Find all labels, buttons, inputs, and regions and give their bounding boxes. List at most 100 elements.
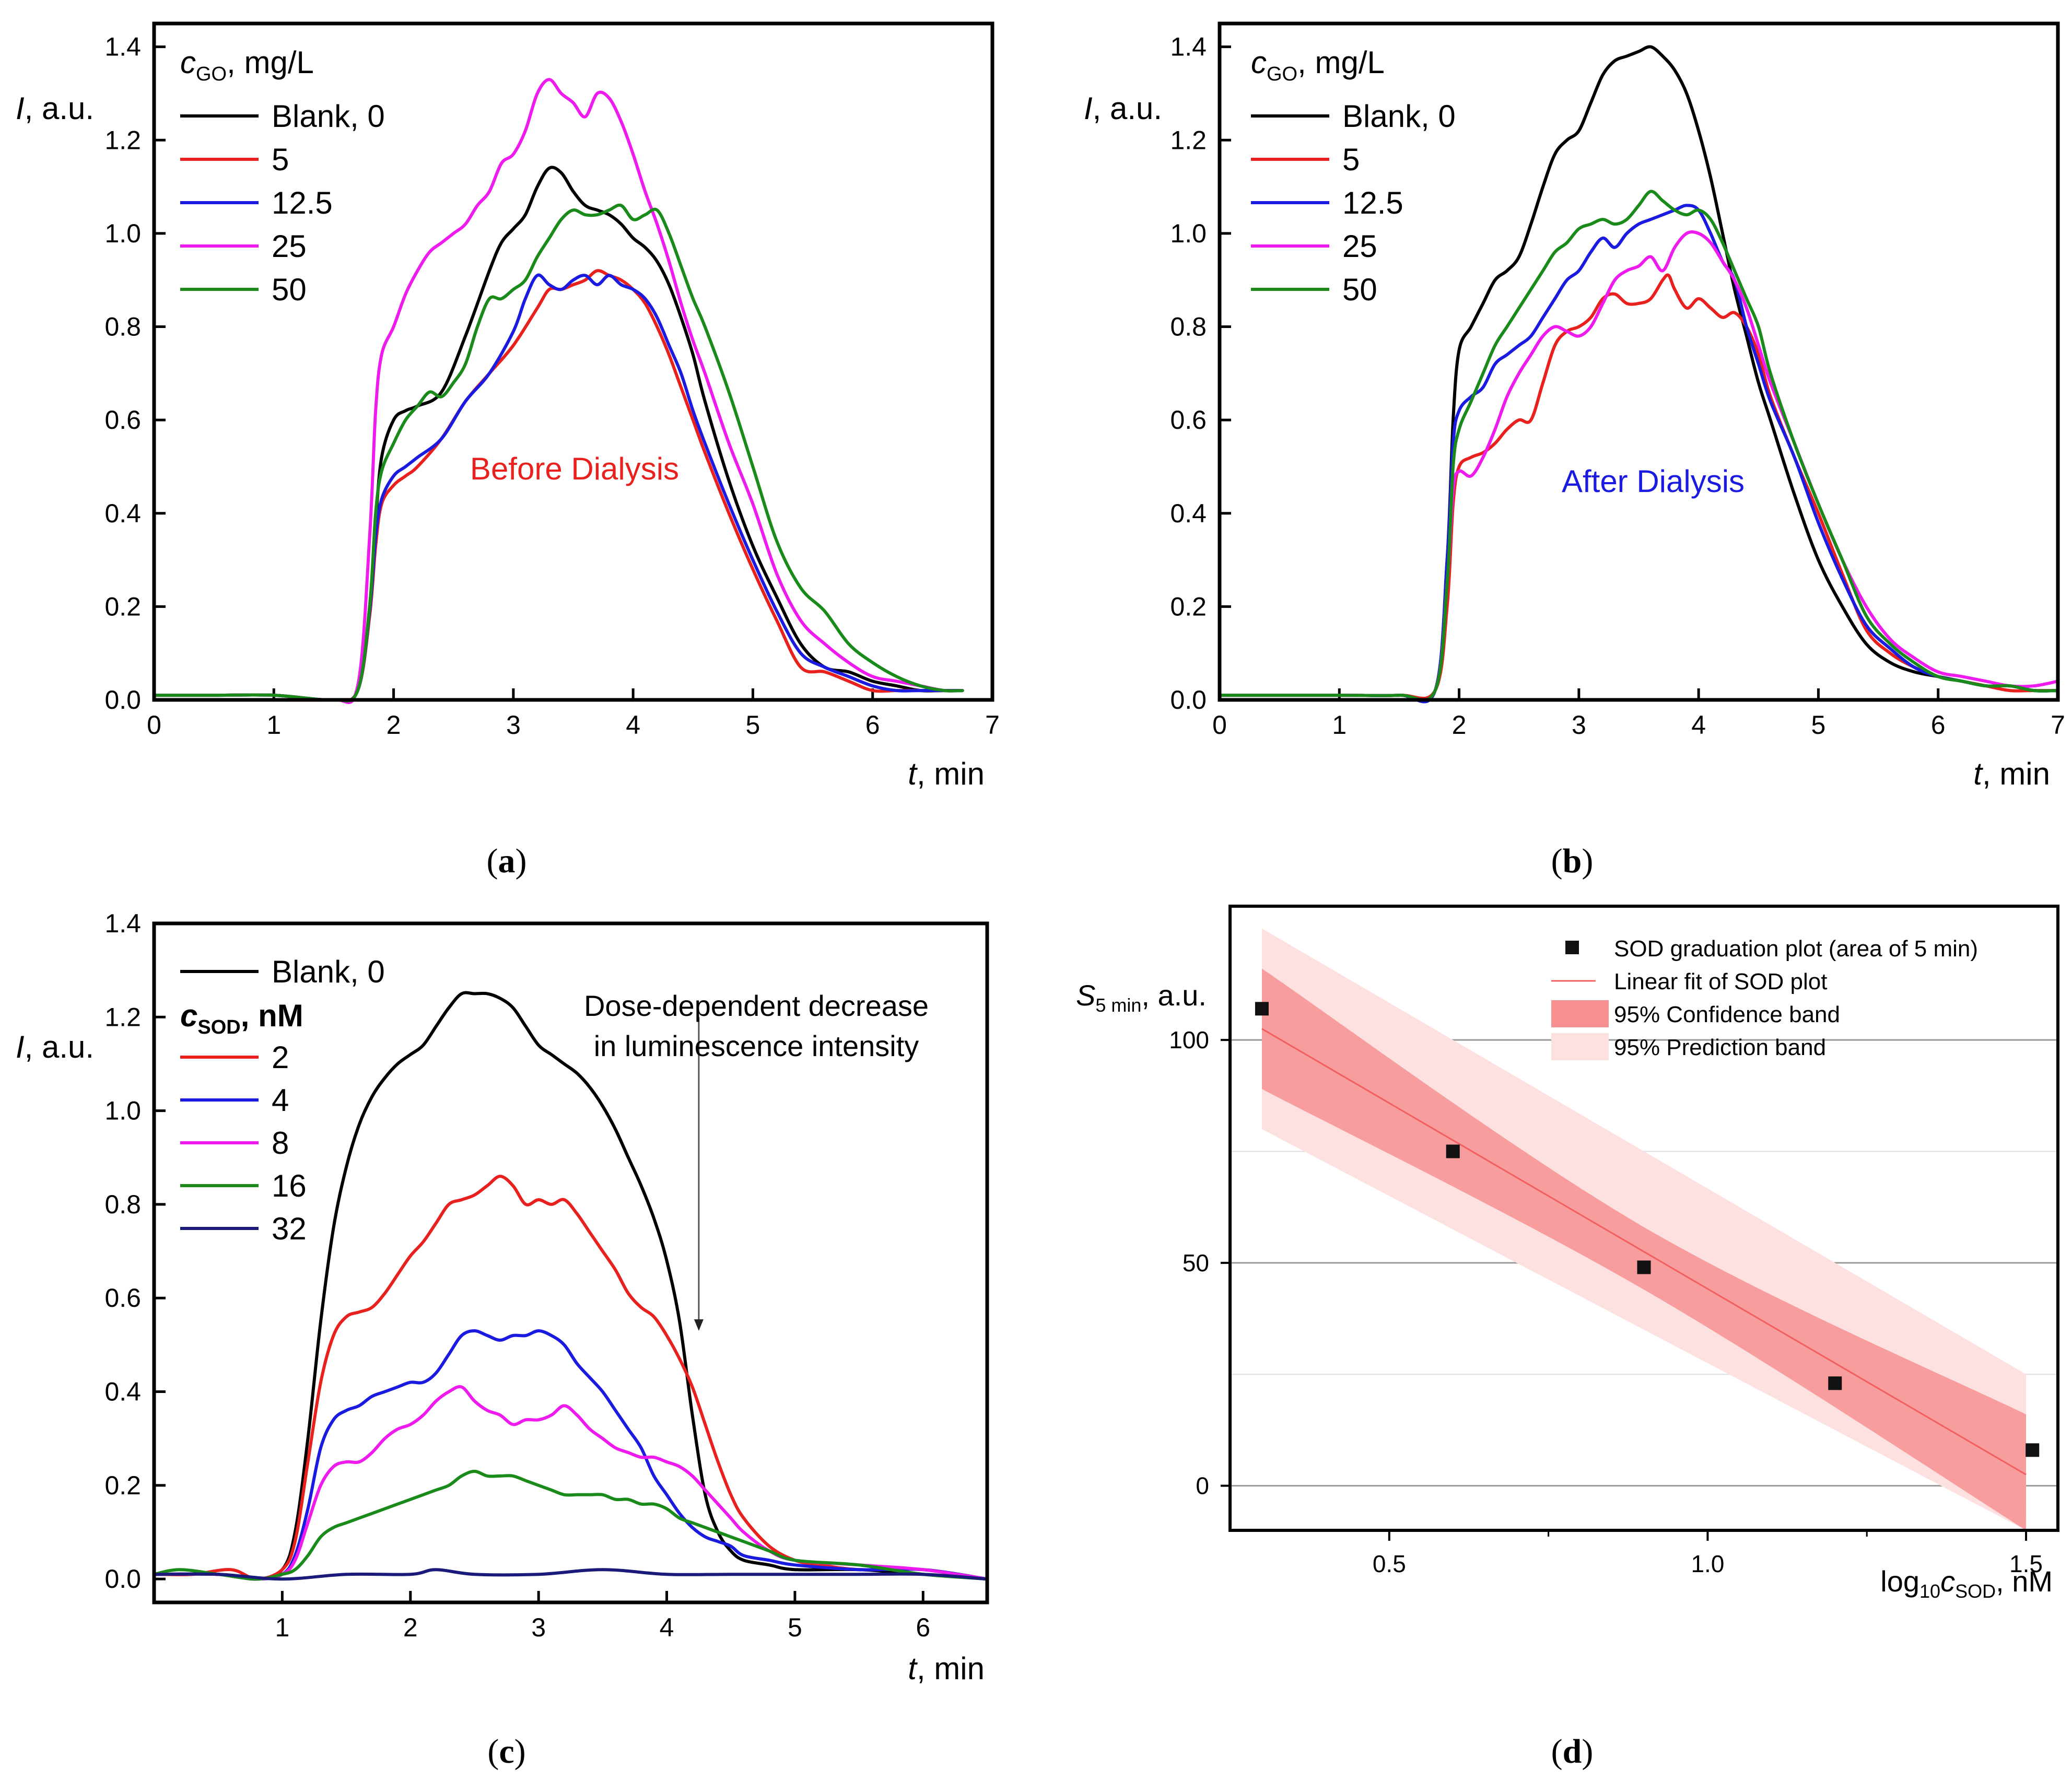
annotation-after-dialysis: After Dialysis [1562,464,1745,499]
series-line-c-0 [153,991,989,1581]
x-tick-label-a: 1 [266,710,281,740]
annotation-dose-line1: Dose-dependent decrease [584,989,929,1022]
y-tick-label-c: 0.6 [104,1283,141,1313]
y-tick-label-c: 1.0 [104,1096,141,1126]
y-tick-label-c: 1.4 [104,909,141,938]
y-tick-label-b: 0.2 [1170,592,1207,621]
x-tick-label-a: 0 [147,710,161,740]
y-tick-label-a: 1.0 [104,219,141,248]
axes-frame-b [1218,21,2060,702]
legend-label-b-0: Blank, 0 [1342,99,1456,134]
y-axis-label-a: I, a.u. [16,91,94,126]
x-tick-label-b: 3 [1572,710,1586,740]
x-tick-label-c: 6 [916,1613,930,1642]
x-tick-label-b: 6 [1931,710,1946,740]
legend-label-c-1: 2 [272,1040,289,1075]
y-tick-label-c: 0.0 [104,1564,141,1594]
x-tick-label-b: 5 [1811,710,1826,740]
x-tick-label-d: 0.5 [1373,1550,1406,1577]
data-point [1828,1376,1842,1390]
x-tick-label-c: 2 [403,1613,418,1642]
y-tick-label-b: 0.6 [1170,405,1207,435]
x-tick-label-b: 0 [1212,710,1227,740]
y-tick-label-a: 0.0 [104,685,141,715]
data-point [1637,1260,1651,1274]
series-line-c-5 [153,1568,989,1581]
legend-title-c: cSOD, nM [180,998,303,1038]
legend-label-c-3: 8 [272,1126,289,1161]
annotation-arrow-head [694,1319,704,1331]
y-axis-label-b: I, a.u. [1084,91,1162,126]
legend-label-a-4: 50 [272,272,307,307]
y-tick-label-a: 0.6 [104,405,141,435]
y-tick-label-b: 1.2 [1170,125,1207,155]
plot-area-b: 0 1 2 3 4 5 6 7 0.0 0.2 0.4 0.6 0.8 1.0 1.2 1.4 Blank, 0… [1170,32,2065,740]
x-tick-label-c: 1 [275,1613,289,1642]
y-tick-label-a: 0.2 [104,592,141,621]
x-tick-label-c: 5 [788,1613,802,1642]
legend-title-b: cGO, mg/L [1251,45,1385,85]
x-tick-label-a: 4 [626,710,640,740]
y-tick-label-b: 0.0 [1170,685,1207,715]
legend-label-a-1: 5 [272,142,289,177]
y-tick-label-d: 100 [1169,1026,1209,1053]
y-tick-label-c: 0.2 [104,1471,141,1500]
series-line-c-4 [153,1470,989,1581]
plot-area-a: 0 1 2 3 4 5 6 7 0.0 0.2 0.4 0.6 0.8 1.0 1.2 1.4 Blank, 0… [104,32,999,740]
x-tick-label-b: 7 [2051,710,2065,740]
y-tick-label-b: 1.4 [1170,32,1207,62]
x-tick-label-a: 6 [865,710,880,740]
y-tick-label-b: 0.4 [1170,499,1207,528]
caption-c: (c) [487,1732,525,1771]
annotation-dose-line2: in luminescence intensity [594,1029,919,1062]
x-axis-label-b: t, min [1973,756,2050,791]
caption-a: (a) [487,842,527,880]
x-axis-label-d: log10cSOD, nM [1880,1565,2053,1602]
y-tick-label-d: 0 [1196,1472,1209,1500]
x-tick-label-b: 4 [1691,710,1706,740]
x-axis-label-a: t, min [908,756,985,791]
legend-label-c-0: Blank, 0 [272,954,385,989]
y-tick-label-a: 0.4 [104,499,141,528]
y-tick-label-b: 1.0 [1170,219,1207,248]
legend-label-a-0: Blank, 0 [272,99,385,134]
legend-swatch-points [1565,941,1579,954]
x-tick-label-a: 2 [387,710,401,740]
legend-label-a-3: 25 [272,229,307,264]
x-axis-label-c: t, min [908,1651,985,1686]
y-tick-label-a: 1.4 [104,32,141,62]
x-tick-label-d: 1.0 [1691,1550,1724,1577]
annotation-before-dialysis: Before Dialysis [470,451,679,486]
series-line-c-3 [153,1385,989,1581]
panel-a: 0 1 2 3 4 5 6 7 0.0 0.2 0.4 0.6 0.8 1.0 1.2 1.4 Blank, 0… [16,21,1000,880]
axes-frame-d [1228,905,2059,1532]
x-tick-label-b: 2 [1452,710,1467,740]
plot-area-c: 1 2 3 4 5 6 0.0 0.2 0.4 0.6 0.8 1.0 1.2 1.4 Blank, 0 2 4… [104,909,989,1642]
data-point [1446,1144,1460,1158]
x-tick-label-d: 1.5 [2009,1550,2043,1577]
series-line-b-4 [1218,190,2059,702]
y-tick-label-a: 0.8 [104,312,141,342]
legend-label-c-4: 16 [272,1168,307,1203]
series-line-c-2 [153,1329,989,1581]
caption-b: (b) [1551,842,1594,880]
y-tick-label-d: 50 [1183,1249,1209,1277]
caption-d: (d) [1551,1732,1594,1771]
y-tick-label-c: 0.8 [104,1190,141,1219]
x-tick-label-c: 4 [660,1613,674,1642]
legend-swatch-confidence [1551,1000,1609,1027]
fit-line [1261,1028,2027,1475]
axes-frame-c [152,921,989,1605]
series-line-a-4 [153,203,964,702]
series-line-a-3 [153,78,964,704]
series-line-c-1 [153,1175,989,1581]
legend-label-prediction: 95% Prediction band [1614,1035,1826,1060]
panel-b: 0 1 2 3 4 5 6 7 0.0 0.2 0.4 0.6 0.8 1.0 1.2 1.4 Blank, 0… [1084,21,2065,880]
x-tick-label-a: 7 [985,710,1000,740]
plot-area-d: 0.5 1.0 1.5 0 50 100 SOD graduation plot (area… [1169,928,2058,1577]
data-point [2026,1443,2040,1457]
legend-label-points: SOD graduation plot (area of 5 min) [1614,936,1978,962]
y-axis-label-d: S5 min, a.u. [1076,979,1207,1016]
legend-title-a: cGO, mg/L [180,45,314,85]
